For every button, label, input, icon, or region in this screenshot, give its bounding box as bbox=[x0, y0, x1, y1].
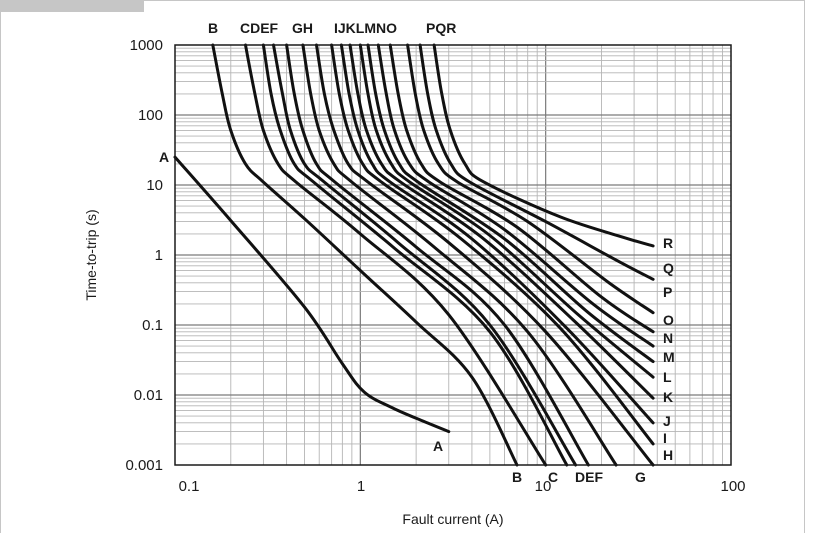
curve-label: P bbox=[663, 284, 672, 300]
curve-label: K bbox=[663, 389, 673, 405]
curve-b bbox=[211, 43, 519, 467]
curve-label: M bbox=[663, 349, 675, 365]
curve-label: L bbox=[663, 369, 672, 385]
y-tick-label: 10 bbox=[146, 177, 163, 194]
y-tick-label: 0.001 bbox=[125, 457, 163, 474]
curves bbox=[173, 43, 655, 467]
curve-label: G bbox=[635, 469, 646, 485]
curve-label: N bbox=[663, 330, 673, 346]
curve-label: I bbox=[663, 430, 667, 446]
curve-label: R bbox=[663, 235, 673, 251]
plot-frame bbox=[174, 44, 732, 466]
curve-e bbox=[272, 43, 578, 467]
y-tick-label: 1000 bbox=[130, 37, 163, 54]
curve-n bbox=[376, 43, 655, 348]
y-axis-label: Time-to-trip (s) bbox=[83, 209, 99, 300]
curve-label: CDEF bbox=[240, 20, 279, 36]
x-axis-label: Fault current (A) bbox=[402, 511, 503, 527]
curve-label: B bbox=[512, 469, 522, 485]
curve-label: GH bbox=[292, 20, 313, 36]
header-tab-strip bbox=[0, 0, 144, 12]
grid bbox=[175, 45, 731, 465]
y-tick-labels: 1000 100 10 1 0.1 0.01 0.001 bbox=[125, 37, 163, 474]
curve-g bbox=[301, 43, 618, 467]
curve-label: J bbox=[663, 413, 671, 429]
curve-a bbox=[173, 155, 451, 434]
curve-f bbox=[285, 43, 590, 467]
x-tick-label: 0.1 bbox=[179, 478, 200, 495]
y-tick-label: 100 bbox=[138, 107, 163, 124]
x-tick-label: 1 bbox=[357, 478, 365, 495]
curve-label: A bbox=[433, 438, 443, 454]
curve-h bbox=[315, 43, 655, 467]
x-tick-label: 10 bbox=[535, 478, 552, 495]
curve-q bbox=[418, 43, 655, 281]
x-tick-labels: 0.1 1 10 100 bbox=[179, 478, 746, 495]
curve-d bbox=[261, 43, 569, 467]
curve-i bbox=[330, 43, 655, 446]
curve-l bbox=[358, 43, 655, 379]
curve-c bbox=[244, 43, 548, 467]
curve-o bbox=[388, 43, 655, 334]
curve-label: IJKLMNO bbox=[334, 20, 397, 36]
curve-label: B bbox=[208, 20, 218, 36]
curve-label: C bbox=[548, 469, 558, 485]
y-tick-label: 1 bbox=[155, 247, 163, 264]
curve-j bbox=[339, 43, 655, 425]
curve-label: DEF bbox=[575, 469, 603, 485]
curve-label: Q bbox=[663, 260, 674, 276]
curve-label: O bbox=[663, 312, 674, 328]
curve-r bbox=[432, 43, 655, 248]
curve-k bbox=[348, 43, 655, 400]
frame-left-border bbox=[0, 12, 1, 533]
curve-label: PQR bbox=[426, 20, 456, 36]
x-tick-label: 100 bbox=[720, 478, 745, 495]
curve-label: H bbox=[663, 447, 673, 463]
y-tick-label: 0.1 bbox=[142, 317, 163, 334]
curve-label: A bbox=[159, 149, 169, 165]
frame-right-border bbox=[804, 0, 805, 533]
frame-top-border bbox=[144, 0, 805, 1]
y-tick-label: 0.01 bbox=[134, 387, 163, 404]
curve-m bbox=[366, 43, 655, 364]
curve-p bbox=[406, 43, 655, 315]
